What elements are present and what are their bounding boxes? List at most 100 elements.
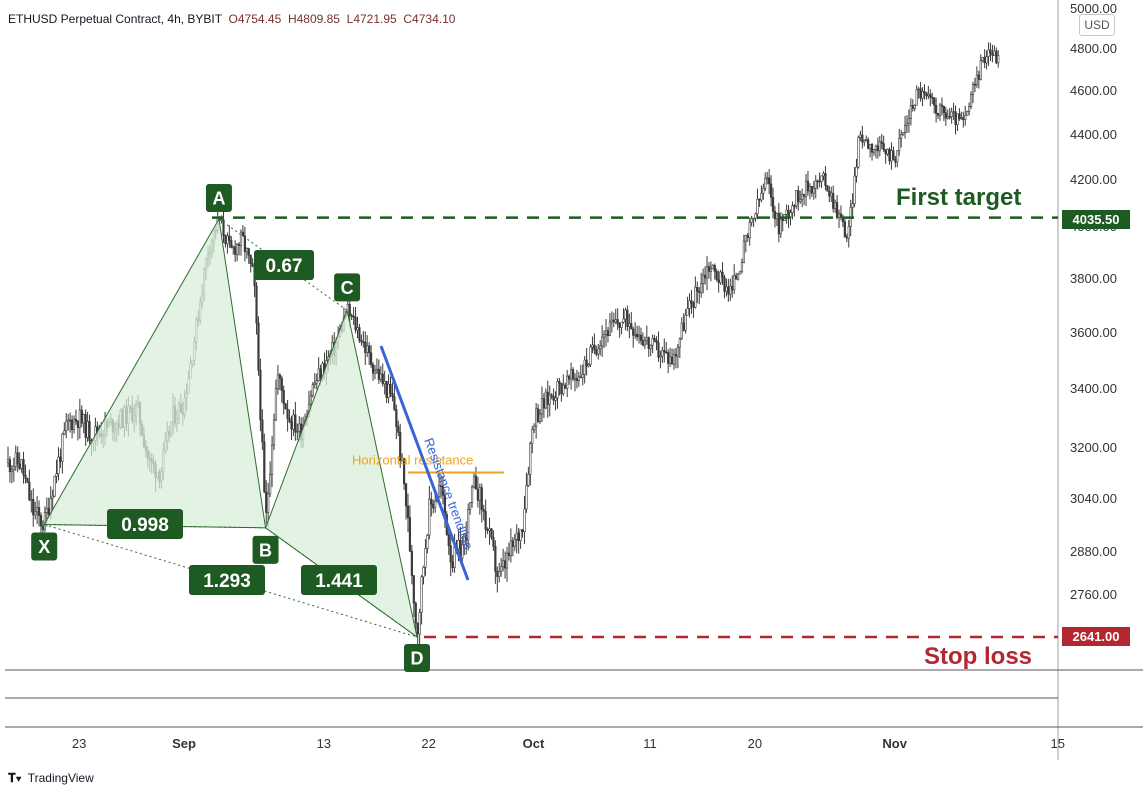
candle-body <box>694 286 697 308</box>
candle-body <box>672 354 676 365</box>
candle-body <box>744 234 747 242</box>
candle-body <box>451 561 454 568</box>
candle-body <box>622 318 625 323</box>
candle-body <box>22 459 25 476</box>
candle-body <box>632 328 635 336</box>
candle-body <box>643 339 646 346</box>
candle-body <box>641 340 645 346</box>
candle-body <box>406 505 410 518</box>
candle-body <box>911 105 914 109</box>
candle-body <box>288 418 291 422</box>
candle-body <box>950 111 953 117</box>
candle-body <box>678 338 681 348</box>
candle-body <box>6 459 10 464</box>
candle-body <box>738 270 742 275</box>
candle-body <box>517 532 520 542</box>
candle-body <box>420 576 423 613</box>
candle-body <box>63 430 66 435</box>
candle-body <box>37 507 41 516</box>
candle-body <box>612 319 615 323</box>
candle-body <box>806 180 810 192</box>
candle-body <box>503 560 507 569</box>
candle-body <box>764 178 767 189</box>
candle-body <box>482 509 485 512</box>
candle-body <box>597 348 600 355</box>
candle-body <box>469 502 472 510</box>
candle-body <box>892 150 895 160</box>
candle-body <box>434 500 437 509</box>
candle-body <box>835 202 839 218</box>
candle-body <box>255 285 258 324</box>
candle-body <box>746 234 749 238</box>
candle-body <box>494 546 497 572</box>
candle-body <box>721 271 724 278</box>
candle-body <box>645 337 648 341</box>
candle-body <box>602 334 606 338</box>
candle-body <box>688 300 691 309</box>
candle-body <box>560 382 563 395</box>
xab-triangle <box>43 217 267 529</box>
candle-body <box>573 378 577 380</box>
first-target-label: First target <box>896 184 1022 211</box>
candle-body <box>952 111 955 114</box>
candle-body <box>389 383 392 394</box>
x-tick-label: Oct <box>523 736 545 751</box>
candle-body <box>579 376 582 379</box>
tradingview-brand[interactable]: 𝐓▾ TradingView <box>8 771 94 786</box>
candle-body <box>232 246 235 249</box>
candle-body <box>513 539 516 547</box>
candle-body <box>525 485 528 510</box>
point-label-a: A <box>205 183 232 212</box>
candle-body <box>923 91 926 94</box>
candle-body <box>896 150 899 163</box>
candle-body <box>820 175 823 182</box>
candle-body <box>711 265 714 270</box>
candle-body <box>606 330 610 336</box>
candle-body <box>707 266 711 272</box>
candle-body <box>750 218 753 223</box>
harmonic-pattern-layer <box>43 217 418 639</box>
candle-body <box>57 456 60 475</box>
point-label-c-text: C <box>341 278 354 298</box>
candle-body <box>828 190 831 197</box>
candle-body <box>777 213 780 235</box>
resistance-trendline <box>379 345 470 581</box>
candle-body <box>319 368 322 380</box>
y-tick-label: 4600.00 <box>1070 83 1117 98</box>
candle-body <box>736 273 740 280</box>
candle-body <box>313 382 316 385</box>
candle-body <box>768 177 771 185</box>
candle-body <box>286 408 289 419</box>
candle-body <box>995 50 998 64</box>
candle-body <box>502 560 505 568</box>
candle-body <box>251 263 254 267</box>
candle-body <box>562 384 565 395</box>
candle-body <box>614 319 617 323</box>
candle-body <box>698 290 701 293</box>
candle-body <box>762 187 765 194</box>
candle-body <box>931 96 934 99</box>
low-value: L4721.95 <box>346 12 397 26</box>
candle-body <box>474 475 478 490</box>
candle-body <box>14 452 17 467</box>
candle-body <box>467 509 470 541</box>
candle-body <box>816 180 819 183</box>
candle-body <box>909 105 912 119</box>
candle-body <box>311 384 314 397</box>
candle-body <box>18 463 21 469</box>
candle-body <box>267 493 270 513</box>
candle-body <box>775 213 778 220</box>
candle-body <box>639 334 643 341</box>
candle-body <box>80 409 83 424</box>
candle-body <box>620 321 623 328</box>
candle-body <box>913 104 916 109</box>
candle-body <box>657 342 660 358</box>
candle-body <box>527 474 530 486</box>
candle-body <box>917 88 920 91</box>
currency-button[interactable]: USD <box>1079 14 1115 36</box>
candle-body <box>424 548 427 568</box>
candle-body <box>521 529 524 533</box>
candle-body <box>886 148 889 155</box>
candle-body <box>416 622 419 635</box>
candle-body <box>36 507 39 513</box>
